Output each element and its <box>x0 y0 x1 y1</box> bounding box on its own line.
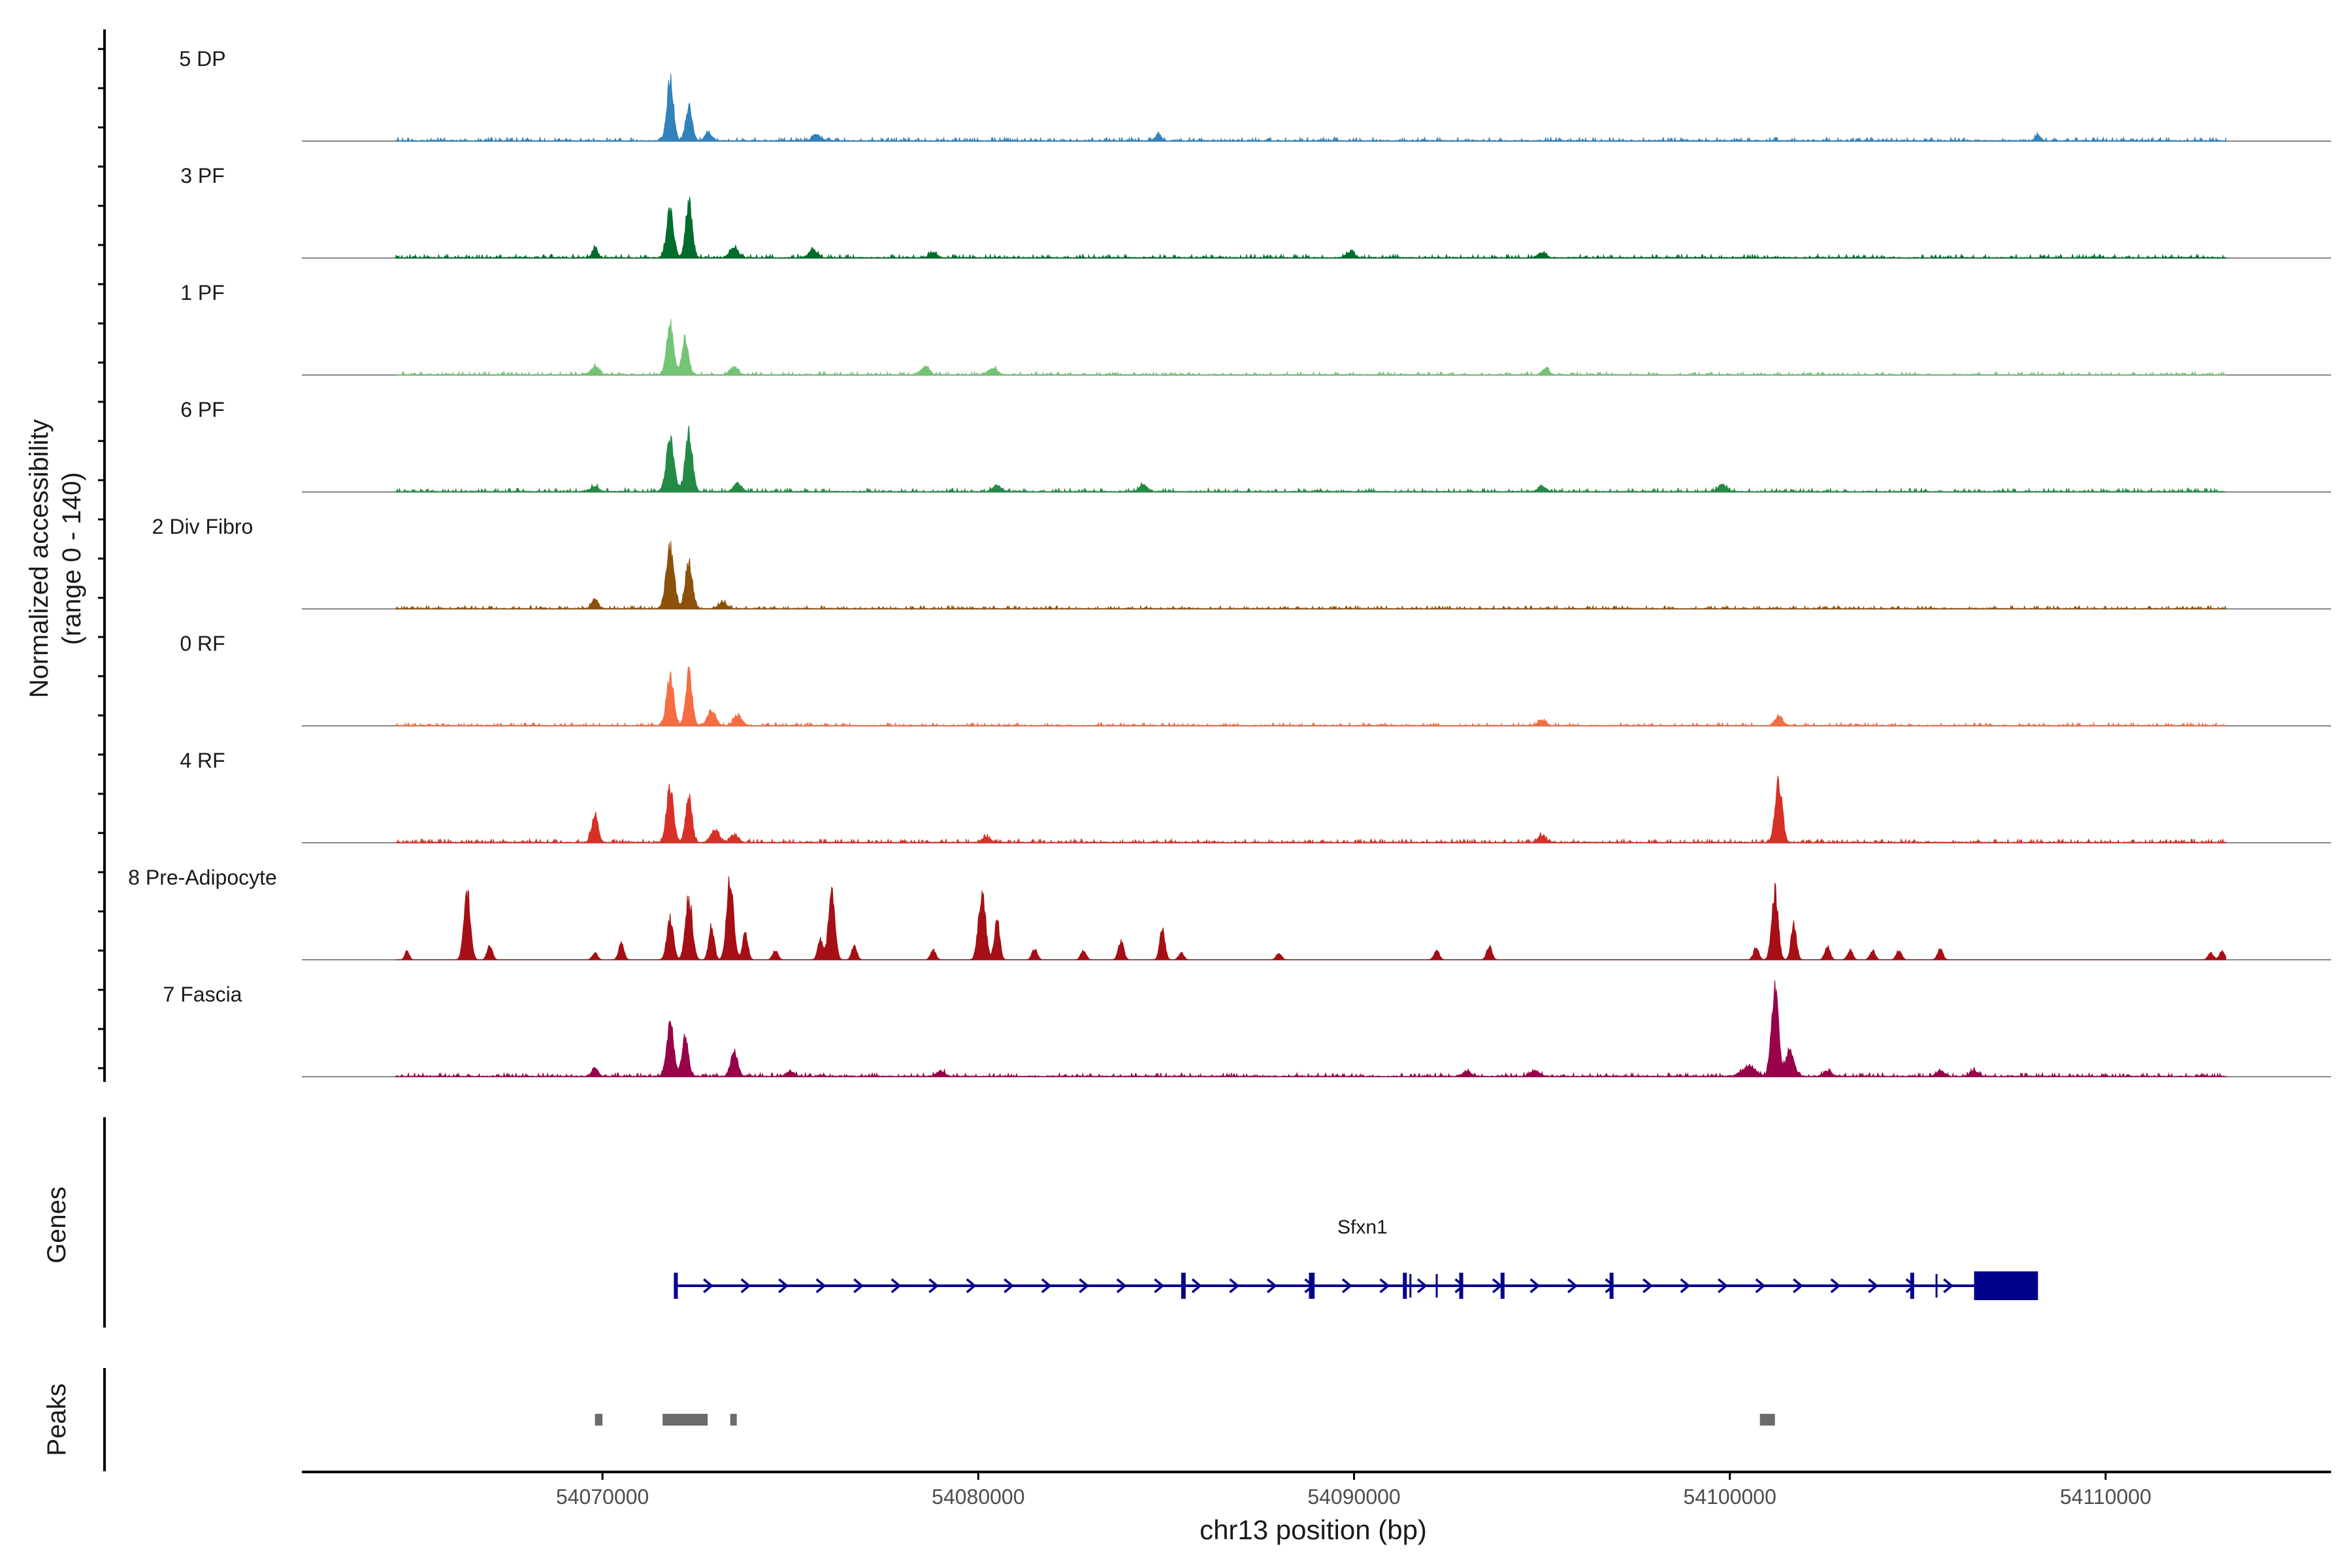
track-label: 2 Div Fibro <box>152 515 253 538</box>
exon <box>1974 1271 2038 1300</box>
track: 3 PF <box>180 164 2331 259</box>
track-label: 7 Fascia <box>163 983 242 1006</box>
strand-arrow <box>1154 1278 1165 1294</box>
strand-arrow <box>928 1278 939 1294</box>
y-axis-title: Normalized accessibility <box>25 419 54 698</box>
gene-track: Genes Sfxn1 <box>42 1117 2038 1328</box>
exon <box>674 1273 678 1299</box>
strand-arrow <box>966 1278 977 1294</box>
strand-arrow <box>1079 1278 1090 1294</box>
genes-label: Genes <box>42 1186 71 1264</box>
exon <box>1403 1273 1407 1299</box>
coverage-area <box>395 425 2227 493</box>
exon <box>1500 1273 1505 1299</box>
strand-arrow <box>1529 1278 1541 1294</box>
y-axis <box>98 29 106 1082</box>
coverage-area <box>395 666 2227 727</box>
strand-arrow <box>778 1278 789 1294</box>
x-tick-label: 54100000 <box>1684 1485 1776 1509</box>
x-axis: 54070000 54080000 54090000 54100000 54110000 <box>302 1471 2331 1509</box>
peak-region <box>662 1414 708 1426</box>
track: 0 RF <box>180 632 2331 727</box>
strand-arrow <box>1341 1278 1352 1294</box>
exon <box>1459 1273 1463 1299</box>
peak-region <box>595 1414 603 1426</box>
coverage-area <box>395 876 2227 960</box>
strand-arrow <box>703 1278 713 1294</box>
strand-arrow <box>1755 1278 1766 1294</box>
strand-arrow <box>1943 1278 1954 1294</box>
strand-arrow <box>1868 1278 1879 1294</box>
strand-arrow <box>1793 1278 1803 1294</box>
coverage-area <box>395 980 2227 1078</box>
strand-arrow <box>1266 1278 1277 1294</box>
track-label: 6 PF <box>180 398 225 421</box>
strand-arrow <box>740 1278 751 1294</box>
strand-arrow <box>1680 1278 1691 1294</box>
strand-arrow <box>1379 1278 1390 1294</box>
coverage-area <box>395 776 2227 844</box>
track: 2 Div Fibro <box>152 515 2331 610</box>
exon <box>1609 1273 1614 1299</box>
gene-name: Sfxn1 <box>1337 1217 1388 1238</box>
strand-arrow <box>1718 1278 1728 1294</box>
track-label: 4 RF <box>180 749 225 772</box>
track-label: 8 Pre-Adipocyte <box>128 866 277 889</box>
strand-arrow <box>853 1278 864 1294</box>
y-axis-range-label: (range 0 - 140) <box>57 472 86 645</box>
strand-arrow <box>1041 1278 1052 1294</box>
strand-arrow <box>1004 1278 1015 1294</box>
coverage-area <box>395 196 2227 259</box>
strand-arrow <box>890 1278 902 1294</box>
exon <box>1309 1273 1315 1299</box>
peak-region <box>730 1414 737 1426</box>
strand-arrow <box>1567 1278 1578 1294</box>
coverage-area <box>395 540 2227 610</box>
gene: Sfxn1 <box>674 1217 2038 1300</box>
track: 4 RF <box>180 749 2331 844</box>
track-label: 5 DP <box>179 47 225 71</box>
strand-arrow <box>1642 1278 1653 1294</box>
track-label: 0 RF <box>180 632 225 655</box>
strand-arrow <box>1191 1278 1202 1294</box>
x-tick-label: 54080000 <box>932 1485 1024 1509</box>
track: 6 PF <box>180 398 2331 493</box>
strand-arrow <box>1229 1278 1240 1294</box>
track: 5 DP <box>179 47 2331 142</box>
peak-region <box>1759 1414 1775 1426</box>
exon <box>1181 1273 1186 1299</box>
track: 8 Pre-Adipocyte <box>128 866 2331 960</box>
track: 1 PF <box>180 281 2331 376</box>
x-tick-label: 54090000 <box>1307 1485 1400 1509</box>
coverage-area <box>395 73 2227 142</box>
track-label: 3 PF <box>180 164 225 188</box>
track-label: 1 PF <box>180 281 225 304</box>
track: 7 Fascia <box>163 980 2331 1078</box>
peaks-label: Peaks <box>42 1383 71 1456</box>
exon <box>1910 1273 1914 1299</box>
peak-track: Peaks <box>42 1368 1775 1471</box>
strand-arrow <box>1416 1278 1428 1294</box>
strand-arrow <box>815 1278 826 1294</box>
coverage-tracks: 5 DP 3 PF 1 PF 6 PF 2 Div Fibro 0 RF 4 RF 8 Pre… <box>128 47 2331 1078</box>
strand-arrow <box>1830 1278 1841 1294</box>
x-tick-label: 54070000 <box>556 1485 649 1509</box>
strand-arrow <box>1116 1278 1127 1294</box>
x-axis-title: chr13 position (bp) <box>1200 1514 1427 1545</box>
coverage-area <box>395 319 2227 376</box>
x-tick-label: 54110000 <box>2060 1485 2151 1509</box>
